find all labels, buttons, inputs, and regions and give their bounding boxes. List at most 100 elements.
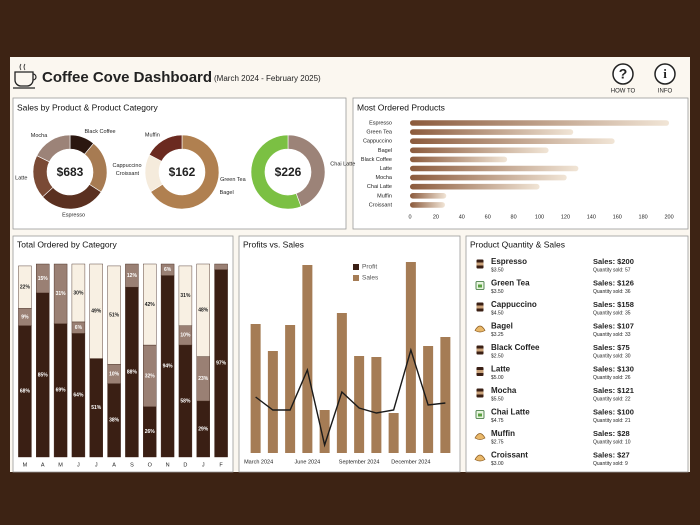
product-name: Latte bbox=[491, 365, 511, 374]
product-icon bbox=[476, 345, 484, 355]
how-to-label[interactable]: HOW TO bbox=[611, 89, 636, 95]
product-quantity: Quantity sold: 9 bbox=[593, 461, 628, 467]
product-quantity: Quantity sold: 36 bbox=[593, 289, 631, 295]
product-icon bbox=[476, 367, 484, 376]
x-tick-label: 160 bbox=[613, 214, 622, 220]
data-label: 69% bbox=[56, 388, 67, 394]
x-tick-label: December 2024 bbox=[391, 459, 430, 465]
info-icon[interactable] bbox=[654, 63, 676, 85]
x-tick-label: 0 bbox=[408, 214, 411, 220]
x-tick-label: 40 bbox=[459, 214, 465, 220]
product-price: $3.50 bbox=[491, 267, 504, 273]
slice-label: Green Tea bbox=[220, 177, 247, 183]
panel bbox=[465, 235, 689, 473]
x-tick-label: M bbox=[23, 462, 28, 468]
how-to-glyph[interactable]: ? bbox=[619, 66, 628, 82]
data-label: 32% bbox=[145, 373, 156, 379]
product-price: $4.75 bbox=[491, 418, 504, 424]
info-label[interactable]: INFO bbox=[658, 89, 673, 95]
data-label: 9% bbox=[21, 314, 29, 320]
product-quantity: Quantity sold: 26 bbox=[593, 375, 631, 381]
bar bbox=[410, 156, 508, 163]
dashboard-title: Coffee Cove Dashboard bbox=[42, 69, 212, 86]
data-label: 23% bbox=[198, 376, 209, 382]
info-glyph[interactable]: i bbox=[663, 66, 667, 81]
x-tick-label: A bbox=[112, 462, 116, 468]
data-label: 30% bbox=[73, 290, 84, 296]
bar bbox=[410, 174, 567, 181]
product-icon bbox=[476, 302, 484, 312]
product-price: $3.00 bbox=[491, 461, 504, 467]
data-label: 97% bbox=[216, 361, 227, 367]
how-to-icon[interactable] bbox=[612, 63, 634, 85]
bar bbox=[440, 337, 451, 453]
y-tick-label: Croissant bbox=[369, 202, 393, 208]
donut-center-label: $162 bbox=[169, 165, 196, 179]
icon-shape bbox=[474, 454, 486, 462]
slice-label: Muffin bbox=[145, 133, 160, 139]
stacked-segment bbox=[53, 263, 68, 325]
legend-swatch bbox=[353, 275, 359, 281]
bar bbox=[302, 265, 313, 453]
data-label: 10% bbox=[180, 333, 191, 339]
icon-shape bbox=[476, 348, 484, 352]
product-quantity: Quantity sold: 57 bbox=[593, 267, 631, 273]
data-label: 88% bbox=[127, 369, 138, 375]
data-label: 58% bbox=[180, 398, 191, 404]
product-icon bbox=[474, 325, 486, 333]
stacked-segment bbox=[160, 263, 175, 276]
product-price: $3.50 bbox=[491, 289, 504, 295]
product-name: Espresso bbox=[491, 257, 527, 266]
product-name: Croissant bbox=[491, 451, 528, 460]
product-name: Mocha bbox=[491, 386, 517, 395]
icon-shape bbox=[476, 391, 484, 395]
data-label: 22% bbox=[20, 284, 31, 290]
bar bbox=[410, 193, 447, 199]
data-label: 38% bbox=[109, 418, 120, 424]
y-tick-label: Cappuccino bbox=[363, 139, 392, 145]
stacked-segment bbox=[214, 263, 228, 270]
product-icon bbox=[475, 410, 485, 419]
product-sales: Sales: $27 bbox=[593, 450, 630, 459]
product-price: $3.25 bbox=[491, 332, 504, 338]
line bbox=[255, 347, 446, 448]
bar bbox=[336, 313, 347, 453]
y-tick-label: Espresso bbox=[369, 120, 392, 126]
bar bbox=[250, 324, 261, 453]
panel bbox=[12, 235, 234, 473]
donut-slice bbox=[250, 134, 302, 210]
dashboard-subtitle: (March 2024 - February 2025) bbox=[214, 74, 321, 83]
slice-label: Mocha bbox=[31, 133, 48, 139]
data-label: 85% bbox=[38, 372, 49, 378]
stacked-segment bbox=[125, 263, 139, 288]
bar bbox=[371, 357, 382, 453]
product-price: $2.75 bbox=[491, 439, 504, 445]
data-label: 31% bbox=[180, 293, 191, 299]
product-price: $4.50 bbox=[491, 310, 504, 316]
product-quantity: Quantity sold: 30 bbox=[593, 353, 631, 359]
x-tick-label: 200 bbox=[664, 214, 673, 220]
y-tick-label: Latte bbox=[380, 166, 392, 172]
slice-label: Latte bbox=[15, 175, 27, 181]
slice-label: Cappuccino bbox=[112, 163, 141, 169]
icon-shape bbox=[476, 262, 484, 266]
data-label: 10% bbox=[109, 371, 120, 377]
bar bbox=[423, 346, 434, 453]
product-sales: Sales: $75 bbox=[593, 343, 630, 352]
data-label: 49% bbox=[91, 309, 102, 315]
bar bbox=[405, 262, 416, 453]
how-to-button[interactable]: ? HOW TO bbox=[611, 63, 636, 95]
slice-label: Espresso bbox=[62, 212, 85, 218]
data-label: 15% bbox=[38, 276, 49, 282]
panel bbox=[352, 97, 689, 230]
data-label: 94% bbox=[163, 364, 174, 370]
info-button[interactable]: i INFO bbox=[654, 63, 676, 95]
data-label: 64% bbox=[73, 393, 84, 399]
slice-label: Croissant bbox=[116, 171, 140, 177]
panel bbox=[12, 97, 347, 230]
legend-label: Sales bbox=[362, 275, 379, 282]
stacked-segment bbox=[18, 265, 32, 309]
product-price: $2.50 bbox=[491, 353, 504, 359]
